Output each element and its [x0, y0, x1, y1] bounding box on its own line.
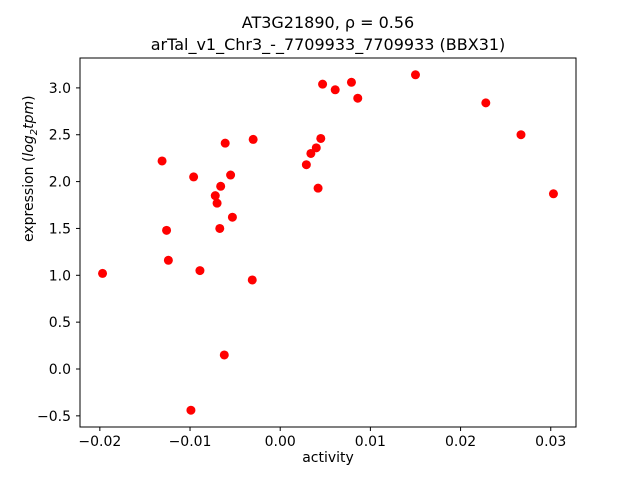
- scatter-point: [216, 181, 226, 191]
- scatter-point: [220, 138, 230, 148]
- scatter-point: [346, 77, 356, 87]
- y-tick-label: 0.0: [49, 362, 71, 378]
- scatter-point: [548, 189, 558, 199]
- x-tick-label: −0.02: [78, 434, 121, 450]
- y-axis-label-sub: 2: [28, 128, 40, 136]
- scatter-point: [516, 130, 526, 140]
- chart-title-line2: arTal_v1_Chr3_-_7709933_7709933 (BBX31): [150, 35, 506, 54]
- scatter-point: [306, 148, 316, 158]
- chart-title-line1: AT3G21890, ρ = 0.56: [241, 13, 415, 32]
- y-axis-label-tpm: tpm: [21, 100, 37, 129]
- y-tick-label: 1.5: [49, 221, 71, 237]
- scatter-point: [301, 160, 311, 170]
- scatter-point: [186, 405, 196, 415]
- scatter-point: [311, 143, 321, 153]
- scatter-point: [226, 170, 236, 180]
- scatter-point: [248, 134, 258, 144]
- scatter-point: [189, 172, 199, 182]
- x-tick-label: 0.02: [445, 434, 476, 450]
- chart-title: AT3G21890, ρ = 0.56 arTal_v1_Chr3_-_7709…: [80, 12, 576, 56]
- scatter-point: [227, 212, 237, 222]
- scatter-point: [212, 198, 222, 208]
- scatter-point: [410, 70, 420, 80]
- scatter-point: [316, 133, 326, 143]
- scatter-point: [313, 183, 323, 193]
- x-tick-label: 0.00: [265, 434, 296, 450]
- scatter-point: [247, 275, 257, 285]
- y-tick-label: 1.0: [49, 268, 71, 284]
- y-tick-label: 2.0: [49, 175, 71, 191]
- y-axis-label-prefix: expression (: [21, 156, 37, 242]
- scatter-point: [219, 350, 229, 360]
- scatter-point: [215, 223, 225, 233]
- x-tick-label: 0.01: [355, 434, 386, 450]
- y-axis-label-suffix: ): [21, 95, 37, 101]
- scatter-point: [195, 266, 205, 276]
- x-tick-label: 0.03: [535, 434, 566, 450]
- scatter-point: [330, 85, 340, 95]
- scatter-point: [157, 156, 167, 166]
- axes-box: [79, 57, 577, 428]
- scatter-point: [163, 255, 173, 265]
- y-tick-label: 0.5: [49, 315, 71, 331]
- y-axis-label-log: log: [21, 135, 37, 157]
- scatter-point: [162, 225, 172, 235]
- y-tick-label: −0.5: [37, 409, 71, 425]
- x-axis-label: activity: [302, 450, 354, 466]
- scatter-point: [98, 268, 108, 278]
- scatter-point: [481, 98, 491, 108]
- x-tick-label: −0.01: [169, 434, 212, 450]
- scatter-point: [353, 93, 363, 103]
- y-tick-label: 2.5: [49, 128, 71, 144]
- scatter-point: [318, 79, 328, 89]
- scatter-point: [210, 191, 220, 201]
- y-tick-label: 3.0: [49, 81, 71, 97]
